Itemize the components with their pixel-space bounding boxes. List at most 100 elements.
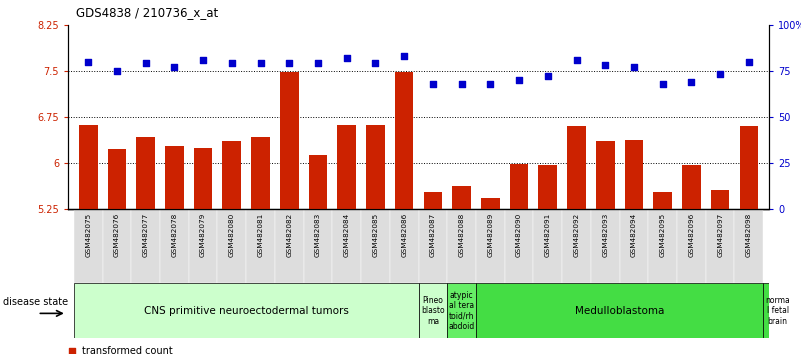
Bar	[165, 146, 183, 354]
Bar	[103, 209, 131, 283]
Bar	[74, 209, 103, 283]
Text: atypic
al tera
toid/rh
abdoid: atypic al tera toid/rh abdoid	[449, 291, 475, 331]
Point	[743, 59, 755, 64]
Text: GSM482092: GSM482092	[574, 212, 579, 257]
Bar	[390, 209, 418, 283]
Bar	[74, 283, 419, 338]
Bar	[366, 125, 384, 354]
Text: GSM482094: GSM482094	[631, 212, 637, 257]
Bar	[424, 192, 442, 354]
Point	[197, 57, 210, 63]
Text: transformed count: transformed count	[83, 346, 173, 354]
Bar	[107, 149, 127, 354]
Bar	[648, 209, 677, 283]
Point	[484, 81, 497, 86]
Text: GSM482097: GSM482097	[717, 212, 723, 257]
Point	[82, 59, 95, 64]
Text: GSM482090: GSM482090	[516, 212, 522, 257]
Point	[398, 53, 411, 59]
Bar	[332, 209, 361, 283]
Point	[269, 86, 282, 92]
Text: GSM482077: GSM482077	[143, 212, 149, 257]
Text: GSM482096: GSM482096	[688, 212, 694, 257]
Point	[627, 64, 640, 70]
Bar	[710, 190, 730, 354]
Bar	[418, 283, 447, 338]
Bar	[763, 283, 792, 338]
Point	[455, 81, 468, 86]
Text: CNS primitive neuroectodermal tumors: CNS primitive neuroectodermal tumors	[143, 306, 348, 316]
Bar	[189, 209, 217, 283]
Text: GSM482086: GSM482086	[401, 212, 407, 257]
Text: GSM482095: GSM482095	[660, 212, 666, 257]
Text: GSM482079: GSM482079	[200, 212, 206, 257]
Bar	[223, 141, 241, 354]
Bar	[395, 72, 413, 354]
Bar	[481, 199, 500, 354]
Bar	[78, 125, 98, 354]
Bar	[654, 192, 672, 354]
Point	[340, 55, 353, 61]
Text: GDS4838 / 210736_x_at: GDS4838 / 210736_x_at	[76, 6, 219, 19]
Bar	[246, 209, 275, 283]
Text: GSM482082: GSM482082	[286, 212, 292, 257]
Bar	[562, 209, 591, 283]
Text: norma
l fetal
brain: norma l fetal brain	[765, 296, 790, 326]
Bar	[418, 209, 447, 283]
Bar	[453, 186, 471, 354]
Point	[599, 62, 612, 68]
Bar	[538, 165, 557, 354]
Bar	[217, 209, 246, 283]
Text: Pineo
blasto
ma: Pineo blasto ma	[421, 296, 445, 326]
Point	[283, 61, 296, 66]
Bar	[252, 137, 270, 354]
Bar	[476, 209, 505, 283]
Point	[111, 68, 123, 74]
Bar	[682, 165, 701, 354]
Bar	[447, 209, 476, 283]
Text: GSM482084: GSM482084	[344, 212, 350, 257]
Text: GSM482087: GSM482087	[430, 212, 436, 257]
Bar	[136, 137, 155, 354]
Text: disease state: disease state	[3, 297, 69, 307]
Point	[541, 74, 554, 79]
Bar	[476, 283, 763, 338]
Bar	[567, 126, 586, 354]
Bar	[509, 164, 529, 354]
Bar	[596, 141, 614, 354]
Text: Medulloblastoma: Medulloblastoma	[575, 306, 664, 316]
Bar	[361, 209, 390, 283]
Point	[225, 61, 238, 66]
Bar	[591, 209, 620, 283]
Point	[685, 79, 698, 85]
Point	[714, 72, 727, 77]
Bar	[160, 209, 189, 283]
Bar	[337, 125, 356, 354]
Text: GSM482083: GSM482083	[315, 212, 321, 257]
Text: GSM482081: GSM482081	[258, 212, 264, 257]
Bar	[194, 148, 212, 354]
Point	[312, 61, 324, 66]
Bar	[280, 72, 299, 354]
Text: GSM482085: GSM482085	[372, 212, 378, 257]
Point	[513, 77, 525, 83]
Text: GSM482076: GSM482076	[114, 212, 120, 257]
Text: GSM482098: GSM482098	[746, 212, 752, 257]
Point	[570, 57, 583, 63]
Text: GSM482091: GSM482091	[545, 212, 551, 257]
Bar	[739, 126, 759, 354]
Bar	[447, 283, 476, 338]
Text: GSM482093: GSM482093	[602, 212, 608, 257]
Text: GSM482088: GSM482088	[459, 212, 465, 257]
Bar	[131, 209, 160, 283]
Point	[426, 81, 439, 86]
Point	[139, 61, 152, 66]
Text: GSM482089: GSM482089	[487, 212, 493, 257]
Point	[168, 64, 181, 70]
Point	[369, 61, 382, 66]
Bar	[304, 209, 332, 283]
Text: GSM482075: GSM482075	[85, 212, 91, 257]
Bar	[505, 209, 533, 283]
Bar	[308, 155, 328, 354]
Point	[656, 81, 669, 86]
